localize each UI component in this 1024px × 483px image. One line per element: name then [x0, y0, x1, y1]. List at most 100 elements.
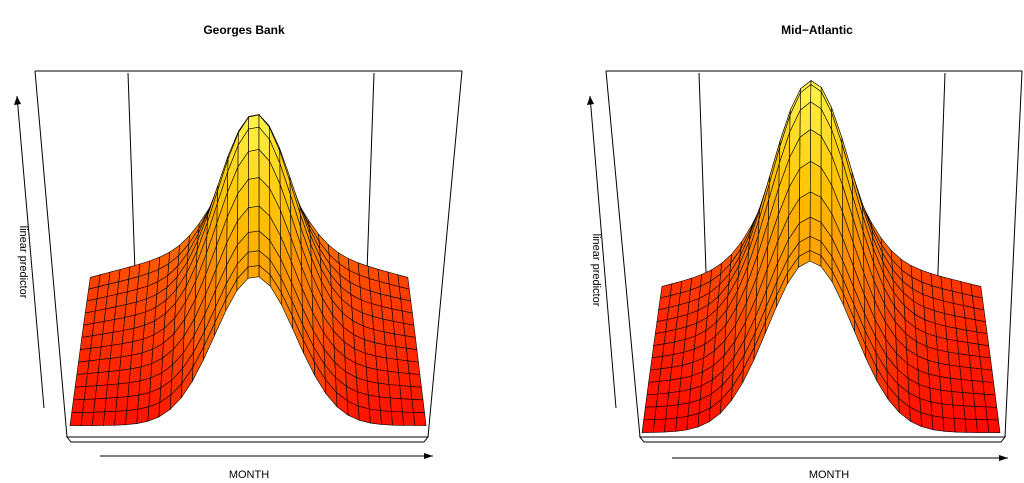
- surface-facet: [403, 322, 416, 338]
- surface-facet: [374, 342, 387, 359]
- surface-facet: [406, 347, 419, 363]
- surface-facet: [986, 419, 1001, 434]
- surface-facet: [78, 347, 92, 363]
- surface-facet: [675, 415, 689, 432]
- surface-facet: [953, 418, 967, 433]
- surface-facet: [963, 405, 977, 420]
- panel-title: Georges Bank: [203, 23, 285, 37]
- surface-facet: [378, 396, 392, 412]
- surface-facet: [74, 373, 88, 388]
- surface-facet: [947, 351, 961, 367]
- surface-facet: [377, 382, 391, 399]
- surface-facet: [659, 366, 673, 382]
- surface-facet: [951, 391, 965, 407]
- surface-facet: [668, 378, 682, 394]
- surface-facet: [408, 373, 422, 388]
- surface-facet: [82, 398, 96, 413]
- surface-facet: [967, 342, 981, 357]
- surface-facet: [91, 321, 105, 337]
- surface-facet: [376, 369, 390, 385]
- axes: [587, 95, 1008, 461]
- surface-facet: [103, 306, 117, 322]
- surface-facet: [76, 360, 90, 375]
- surface-facet: [107, 370, 121, 386]
- surface-facet: [937, 349, 950, 366]
- surface-facet: [395, 346, 409, 362]
- surface-facet: [977, 343, 991, 359]
- surface-facet: [389, 397, 403, 413]
- surface-facet: [665, 404, 679, 420]
- surface-facet: [664, 417, 678, 433]
- surface-facet: [974, 406, 988, 421]
- y-axis-arrow: [587, 96, 594, 105]
- surface-facet: [248, 126, 260, 152]
- surface-facet: [648, 368, 662, 383]
- surface-facet: [402, 411, 416, 426]
- surface-facet: [955, 327, 969, 343]
- surface-facet: [655, 392, 670, 408]
- surface-facet: [114, 410, 128, 426]
- surface-facet: [671, 351, 685, 368]
- surface-facet: [369, 408, 382, 425]
- surface-facet: [90, 333, 104, 349]
- surface-facet: [975, 419, 990, 433]
- surface-facet: [88, 346, 102, 362]
- surface-facet: [958, 353, 971, 369]
- surface-facet: [983, 393, 998, 408]
- surface-facet: [928, 373, 942, 391]
- surface-facet: [248, 177, 260, 209]
- surface-facet: [116, 382, 130, 398]
- surface-facet: [71, 399, 85, 414]
- surface-facet: [930, 401, 944, 418]
- surface-facet: [391, 411, 405, 426]
- surface-facet: [130, 352, 143, 370]
- surface-facet: [942, 417, 956, 433]
- surface-facet: [651, 343, 665, 359]
- surface-facet: [809, 160, 822, 198]
- surface-facet: [677, 388, 691, 406]
- surface-facet: [669, 364, 683, 381]
- box-edge-back-right: [936, 72, 946, 301]
- surface-facet: [121, 327, 135, 345]
- surface-facet: [382, 318, 395, 335]
- surface-facet: [128, 366, 142, 384]
- surface-facet: [388, 384, 402, 400]
- plot-box: [605, 70, 1023, 443]
- surface-facet: [120, 341, 134, 358]
- surface-facet: [971, 380, 985, 395]
- surface-facet: [383, 331, 397, 347]
- panel-title: Mid−Atlantic: [781, 23, 853, 37]
- surface-facet: [959, 366, 973, 381]
- surface-facet: [968, 354, 982, 370]
- box-edge-right: [427, 70, 463, 438]
- y-axis-line: [16, 95, 45, 409]
- surface-mesh: [69, 113, 427, 426]
- box-edge-back-left: [127, 72, 137, 301]
- surface-facet: [662, 341, 675, 357]
- surface-facet: [979, 356, 993, 371]
- x-axis-label: MONTH: [809, 469, 849, 481]
- surface-facet: [939, 376, 953, 392]
- surface-facet: [386, 357, 399, 373]
- surface-facet: [247, 230, 260, 253]
- surface-facet: [660, 354, 674, 370]
- surface-facet: [982, 381, 996, 396]
- surface-facet: [105, 383, 119, 399]
- box-edge-right: [1004, 70, 1023, 438]
- surface-facet: [125, 408, 139, 426]
- surface-facet: [931, 415, 945, 432]
- surface-facet: [666, 391, 680, 407]
- plot-box: [34, 70, 463, 443]
- surface-facet: [73, 386, 87, 401]
- surface-facet: [127, 380, 141, 397]
- box-edge-left: [605, 70, 641, 438]
- surface-facet: [654, 405, 668, 420]
- surface-facet: [974, 319, 988, 335]
- surface-facet: [119, 354, 132, 371]
- y-axis-arrow: [14, 96, 21, 105]
- box-edge-back-left: [698, 72, 708, 301]
- surface-facet: [652, 418, 667, 433]
- surface-facet: [657, 379, 671, 395]
- surface-facet: [94, 384, 108, 400]
- surface-facet: [387, 370, 401, 386]
